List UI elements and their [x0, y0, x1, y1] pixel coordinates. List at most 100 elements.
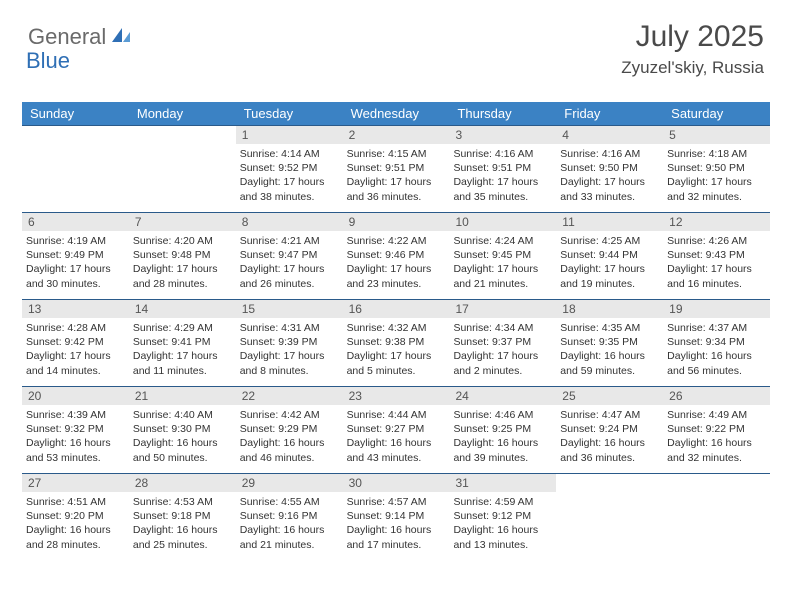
day-cell: 15Sunrise: 4:31 AMSunset: 9:39 PMDayligh…	[236, 300, 343, 386]
weekday-header: Tuesday	[236, 102, 343, 125]
day-number: 19	[663, 300, 770, 318]
daylight-text: Daylight: 17 hours and 8 minutes.	[240, 349, 339, 377]
day-body: Sunrise: 4:42 AMSunset: 9:29 PMDaylight:…	[236, 405, 343, 469]
daylight-text: Daylight: 16 hours and 43 minutes.	[347, 436, 446, 464]
day-body: Sunrise: 4:26 AMSunset: 9:43 PMDaylight:…	[663, 231, 770, 295]
day-number: 27	[22, 474, 129, 492]
day-cell: 7Sunrise: 4:20 AMSunset: 9:48 PMDaylight…	[129, 213, 236, 299]
day-body: Sunrise: 4:18 AMSunset: 9:50 PMDaylight:…	[663, 144, 770, 208]
sunset-text: Sunset: 9:49 PM	[26, 248, 125, 262]
day-body: Sunrise: 4:20 AMSunset: 9:48 PMDaylight:…	[129, 231, 236, 295]
week-row: 27Sunrise: 4:51 AMSunset: 9:20 PMDayligh…	[22, 473, 770, 560]
sunset-text: Sunset: 9:50 PM	[560, 161, 659, 175]
sunset-text: Sunset: 9:41 PM	[133, 335, 232, 349]
day-body: Sunrise: 4:51 AMSunset: 9:20 PMDaylight:…	[22, 492, 129, 556]
sunrise-text: Sunrise: 4:16 AM	[453, 147, 552, 161]
logo-sail-icon	[110, 26, 132, 49]
day-number: 2	[343, 126, 450, 144]
day-body: Sunrise: 4:19 AMSunset: 9:49 PMDaylight:…	[22, 231, 129, 295]
sunrise-text: Sunrise: 4:28 AM	[26, 321, 125, 335]
day-number: 12	[663, 213, 770, 231]
day-number: 6	[22, 213, 129, 231]
day-cell: 21Sunrise: 4:40 AMSunset: 9:30 PMDayligh…	[129, 387, 236, 473]
day-body: Sunrise: 4:53 AMSunset: 9:18 PMDaylight:…	[129, 492, 236, 556]
day-body: Sunrise: 4:49 AMSunset: 9:22 PMDaylight:…	[663, 405, 770, 469]
month-title: July 2025	[621, 20, 764, 54]
daylight-text: Daylight: 16 hours and 21 minutes.	[240, 523, 339, 551]
daylight-text: Daylight: 16 hours and 17 minutes.	[347, 523, 446, 551]
day-cell: 18Sunrise: 4:35 AMSunset: 9:35 PMDayligh…	[556, 300, 663, 386]
sunrise-text: Sunrise: 4:46 AM	[453, 408, 552, 422]
day-cell: 31Sunrise: 4:59 AMSunset: 9:12 PMDayligh…	[449, 474, 556, 560]
weekday-header: Wednesday	[343, 102, 450, 125]
sunrise-text: Sunrise: 4:15 AM	[347, 147, 446, 161]
day-body: Sunrise: 4:40 AMSunset: 9:30 PMDaylight:…	[129, 405, 236, 469]
sunrise-text: Sunrise: 4:31 AM	[240, 321, 339, 335]
sunset-text: Sunset: 9:20 PM	[26, 509, 125, 523]
week-row: 1Sunrise: 4:14 AMSunset: 9:52 PMDaylight…	[22, 125, 770, 212]
weekday-header-row: Sunday Monday Tuesday Wednesday Thursday…	[22, 102, 770, 125]
sunrise-text: Sunrise: 4:35 AM	[560, 321, 659, 335]
day-cell: 3Sunrise: 4:16 AMSunset: 9:51 PMDaylight…	[449, 126, 556, 212]
logo-text-general: General	[28, 24, 106, 50]
sunset-text: Sunset: 9:51 PM	[347, 161, 446, 175]
day-number: 8	[236, 213, 343, 231]
sunset-text: Sunset: 9:39 PM	[240, 335, 339, 349]
day-body: Sunrise: 4:55 AMSunset: 9:16 PMDaylight:…	[236, 492, 343, 556]
day-cell: 1Sunrise: 4:14 AMSunset: 9:52 PMDaylight…	[236, 126, 343, 212]
day-number: 7	[129, 213, 236, 231]
day-body: Sunrise: 4:24 AMSunset: 9:45 PMDaylight:…	[449, 231, 556, 295]
sunset-text: Sunset: 9:14 PM	[347, 509, 446, 523]
daylight-text: Daylight: 16 hours and 50 minutes.	[133, 436, 232, 464]
sunrise-text: Sunrise: 4:29 AM	[133, 321, 232, 335]
day-number: 30	[343, 474, 450, 492]
day-body: Sunrise: 4:16 AMSunset: 9:50 PMDaylight:…	[556, 144, 663, 208]
day-cell: 9Sunrise: 4:22 AMSunset: 9:46 PMDaylight…	[343, 213, 450, 299]
day-body: Sunrise: 4:25 AMSunset: 9:44 PMDaylight:…	[556, 231, 663, 295]
daylight-text: Daylight: 17 hours and 36 minutes.	[347, 175, 446, 203]
day-cell: 16Sunrise: 4:32 AMSunset: 9:38 PMDayligh…	[343, 300, 450, 386]
sunrise-text: Sunrise: 4:22 AM	[347, 234, 446, 248]
sunrise-text: Sunrise: 4:40 AM	[133, 408, 232, 422]
day-number: 28	[129, 474, 236, 492]
day-cell: 17Sunrise: 4:34 AMSunset: 9:37 PMDayligh…	[449, 300, 556, 386]
day-number: 25	[556, 387, 663, 405]
weeks-container: 1Sunrise: 4:14 AMSunset: 9:52 PMDaylight…	[22, 125, 770, 560]
sunset-text: Sunset: 9:34 PM	[667, 335, 766, 349]
daylight-text: Daylight: 17 hours and 28 minutes.	[133, 262, 232, 290]
day-number: 31	[449, 474, 556, 492]
weekday-header: Thursday	[449, 102, 556, 125]
sunset-text: Sunset: 9:35 PM	[560, 335, 659, 349]
week-row: 13Sunrise: 4:28 AMSunset: 9:42 PMDayligh…	[22, 299, 770, 386]
day-body: Sunrise: 4:15 AMSunset: 9:51 PMDaylight:…	[343, 144, 450, 208]
day-number: 22	[236, 387, 343, 405]
sunset-text: Sunset: 9:50 PM	[667, 161, 766, 175]
daylight-text: Daylight: 17 hours and 26 minutes.	[240, 262, 339, 290]
day-cell: 10Sunrise: 4:24 AMSunset: 9:45 PMDayligh…	[449, 213, 556, 299]
day-cell	[129, 126, 236, 212]
day-cell: 13Sunrise: 4:28 AMSunset: 9:42 PMDayligh…	[22, 300, 129, 386]
daylight-text: Daylight: 17 hours and 5 minutes.	[347, 349, 446, 377]
sunset-text: Sunset: 9:29 PM	[240, 422, 339, 436]
daylight-text: Daylight: 16 hours and 39 minutes.	[453, 436, 552, 464]
day-cell: 23Sunrise: 4:44 AMSunset: 9:27 PMDayligh…	[343, 387, 450, 473]
day-cell: 14Sunrise: 4:29 AMSunset: 9:41 PMDayligh…	[129, 300, 236, 386]
weekday-header: Monday	[129, 102, 236, 125]
sunset-text: Sunset: 9:42 PM	[26, 335, 125, 349]
weekday-header: Saturday	[663, 102, 770, 125]
daylight-text: Daylight: 17 hours and 35 minutes.	[453, 175, 552, 203]
daylight-text: Daylight: 17 hours and 16 minutes.	[667, 262, 766, 290]
day-number: 18	[556, 300, 663, 318]
day-cell: 11Sunrise: 4:25 AMSunset: 9:44 PMDayligh…	[556, 213, 663, 299]
title-block: July 2025 Zyuzel'skiy, Russia	[621, 20, 764, 78]
day-cell: 24Sunrise: 4:46 AMSunset: 9:25 PMDayligh…	[449, 387, 556, 473]
day-cell: 8Sunrise: 4:21 AMSunset: 9:47 PMDaylight…	[236, 213, 343, 299]
day-number: 23	[343, 387, 450, 405]
day-number: 17	[449, 300, 556, 318]
sunset-text: Sunset: 9:12 PM	[453, 509, 552, 523]
daylight-text: Daylight: 16 hours and 46 minutes.	[240, 436, 339, 464]
day-number: 11	[556, 213, 663, 231]
day-body: Sunrise: 4:57 AMSunset: 9:14 PMDaylight:…	[343, 492, 450, 556]
day-cell: 27Sunrise: 4:51 AMSunset: 9:20 PMDayligh…	[22, 474, 129, 560]
sunrise-text: Sunrise: 4:14 AM	[240, 147, 339, 161]
